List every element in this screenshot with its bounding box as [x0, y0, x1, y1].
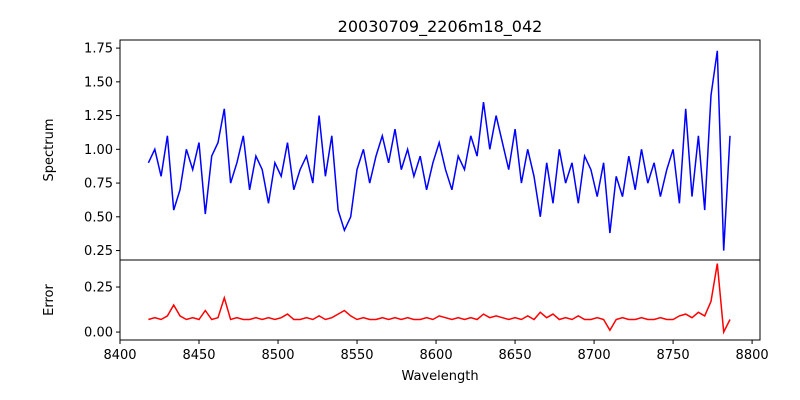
x-tick-label: 8450 — [182, 348, 215, 363]
x-tick-label: 8550 — [340, 348, 373, 363]
x-tick-label: 8500 — [261, 348, 294, 363]
spectrum-y-tick-label: 1.00 — [84, 143, 113, 158]
chart-title: 20030709_2206m18_042 — [338, 17, 543, 37]
error-axes-frame — [119, 259, 761, 341]
x-tick-label: 8600 — [420, 348, 453, 363]
error-series-line — [148, 263, 731, 335]
spectrum-y-tick-label: 1.75 — [84, 42, 113, 57]
x-tick-label: 8800 — [736, 348, 769, 363]
error-y-tick-label: 0.00 — [84, 326, 113, 341]
x-tick-label: 8650 — [499, 348, 532, 363]
spectrum-y-tick-label: 0.50 — [84, 210, 113, 225]
error-y-tick-label: 0.25 — [84, 281, 113, 296]
x-axis-label: Wavelength — [401, 369, 478, 384]
error-y-label: Error — [42, 284, 57, 316]
spectrum-y-tick-label: 1.50 — [84, 75, 113, 90]
x-tick-label: 8400 — [103, 348, 136, 363]
spectrum-y-tick-label: 0.75 — [84, 177, 113, 192]
spectrum-y-label: Spectrum — [42, 119, 57, 182]
x-tick-label: 8700 — [578, 348, 611, 363]
x-tick-label: 8750 — [657, 348, 690, 363]
spectrum-y-tick-label: 0.25 — [84, 244, 113, 259]
spectrum-axes-frame — [119, 39, 761, 261]
spectrum-y-tick-label: 1.25 — [84, 109, 113, 124]
spectrum-series-line — [147, 50, 731, 251]
